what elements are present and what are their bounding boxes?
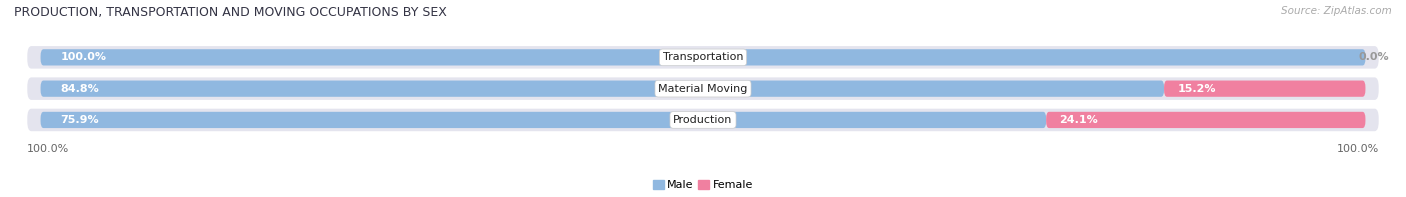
Text: 84.8%: 84.8% — [60, 84, 100, 94]
Text: 100.0%: 100.0% — [1337, 144, 1379, 154]
FancyBboxPatch shape — [27, 109, 1379, 131]
Legend: Male, Female: Male, Female — [648, 176, 758, 195]
Text: 100.0%: 100.0% — [60, 52, 107, 62]
Text: 15.2%: 15.2% — [1177, 84, 1216, 94]
FancyBboxPatch shape — [1046, 112, 1365, 128]
Text: Production: Production — [673, 115, 733, 125]
FancyBboxPatch shape — [1164, 81, 1365, 97]
Text: PRODUCTION, TRANSPORTATION AND MOVING OCCUPATIONS BY SEX: PRODUCTION, TRANSPORTATION AND MOVING OC… — [14, 6, 447, 19]
Text: 24.1%: 24.1% — [1059, 115, 1098, 125]
FancyBboxPatch shape — [27, 46, 1379, 69]
FancyBboxPatch shape — [41, 112, 1046, 128]
Text: Material Moving: Material Moving — [658, 84, 748, 94]
Text: 75.9%: 75.9% — [60, 115, 98, 125]
Text: 100.0%: 100.0% — [27, 144, 69, 154]
Text: Transportation: Transportation — [662, 52, 744, 62]
Text: Source: ZipAtlas.com: Source: ZipAtlas.com — [1281, 6, 1392, 16]
FancyBboxPatch shape — [41, 49, 1365, 65]
Text: 0.0%: 0.0% — [1358, 52, 1389, 62]
FancyBboxPatch shape — [27, 77, 1379, 100]
FancyBboxPatch shape — [41, 81, 1164, 97]
